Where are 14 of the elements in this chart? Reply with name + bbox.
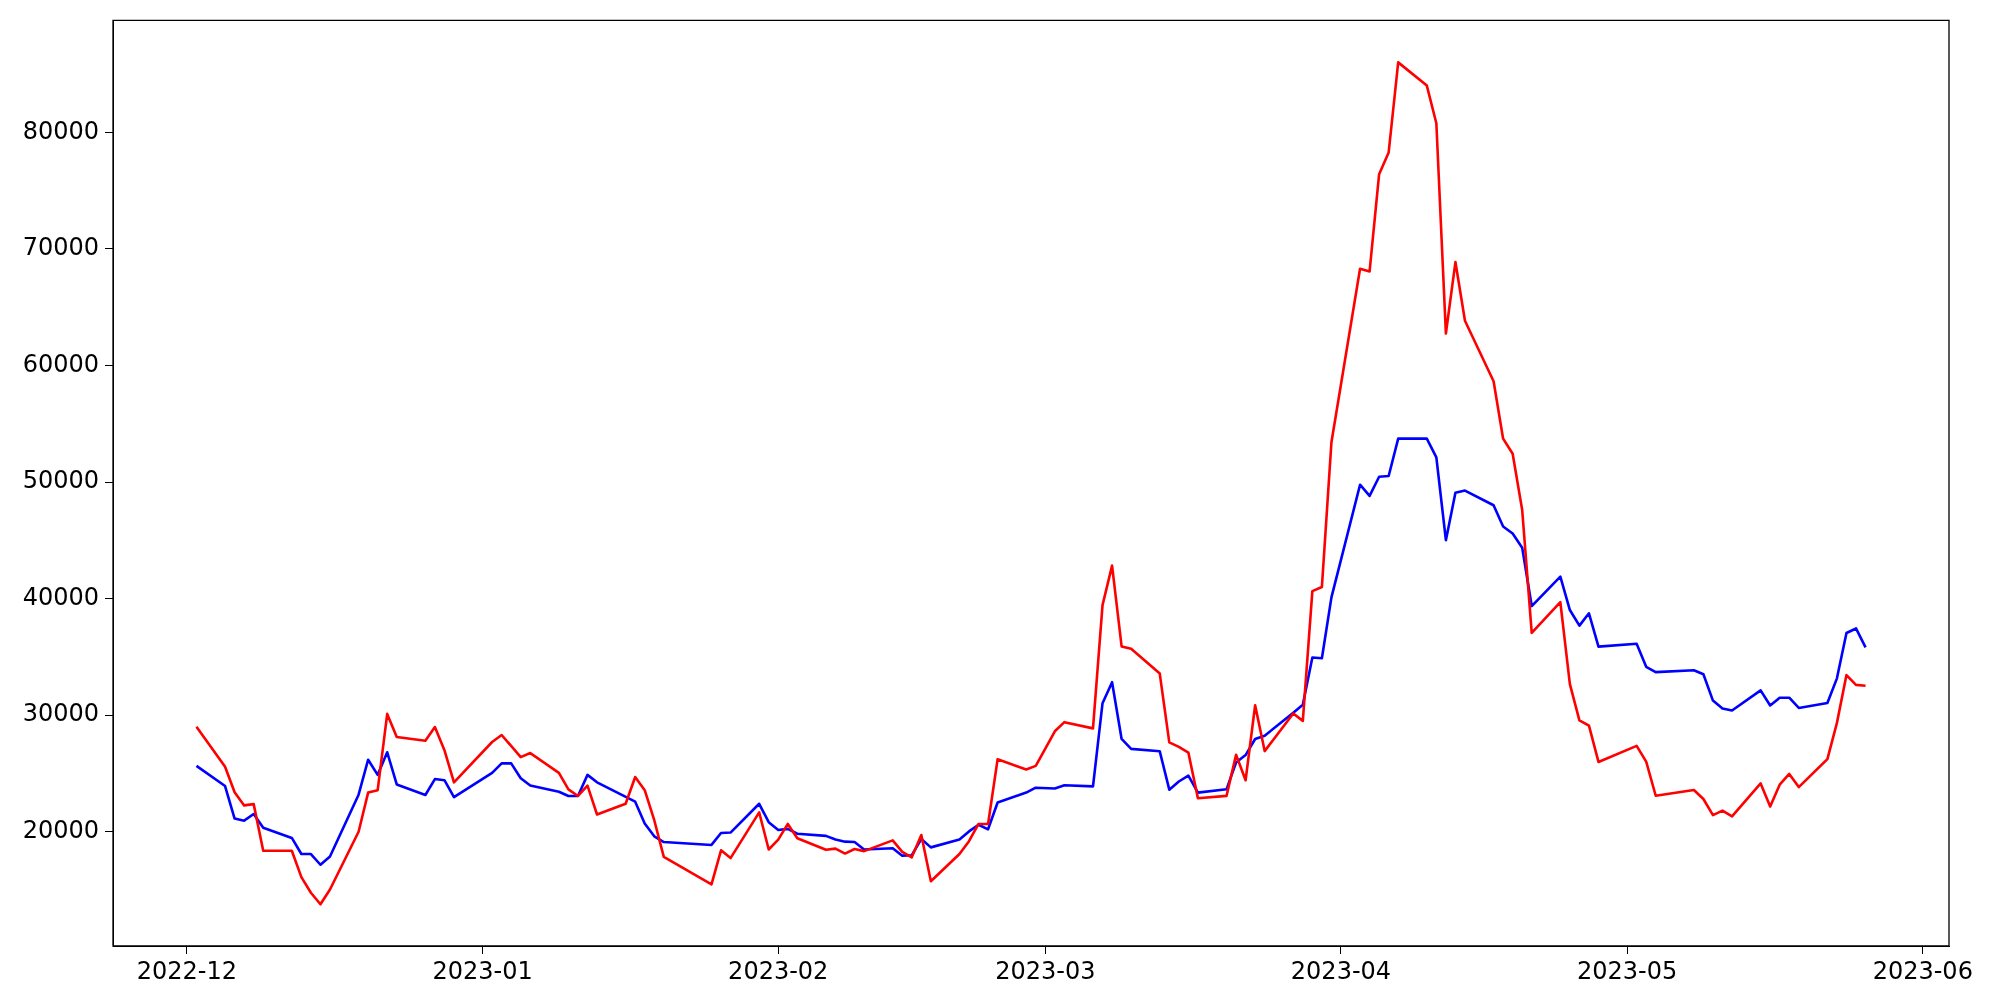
x-tick-label: 2023-02: [728, 956, 829, 985]
y-tick-label: 40000: [22, 582, 99, 611]
y-tick-label: 60000: [22, 349, 99, 378]
x-tick-label: 2023-06: [1872, 956, 1973, 985]
y-tick-label: 20000: [22, 815, 99, 844]
y-tick-label: 80000: [22, 116, 99, 145]
y-tick-label: 30000: [22, 699, 99, 728]
y-tick-label: 70000: [22, 233, 99, 262]
x-tick-label: 2023-05: [1576, 956, 1678, 985]
x-tick-label: 2023-01: [432, 956, 533, 985]
x-tick-label: 2022-12: [136, 956, 238, 985]
y-tick-label: 50000: [22, 466, 99, 495]
x-tick-label: 2023-03: [995, 956, 1096, 985]
x-tick-label: 2023-04: [1290, 956, 1392, 985]
